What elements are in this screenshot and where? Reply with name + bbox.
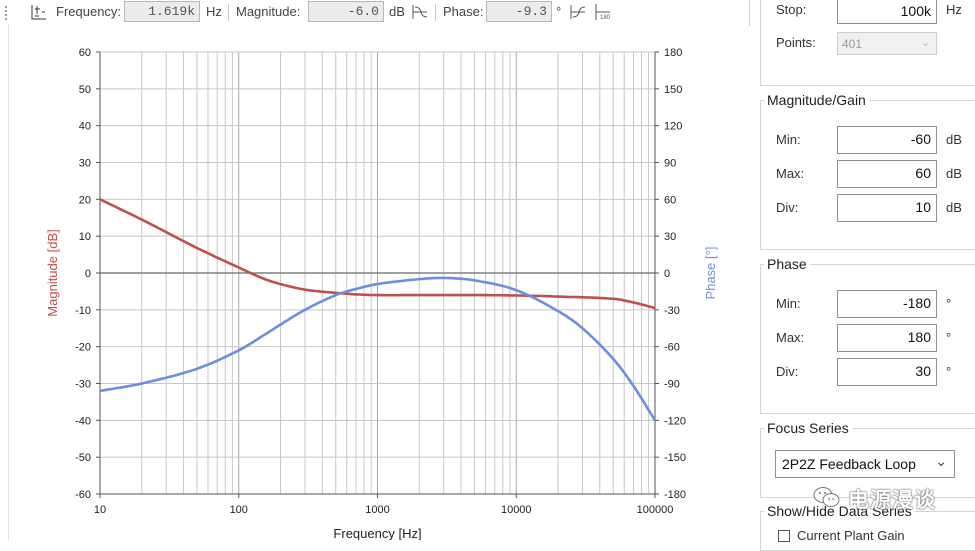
magnitude-panel-title: Magnitude/Gain bbox=[764, 92, 869, 108]
phase-panel bbox=[760, 264, 975, 414]
y2-tick-label: 60 bbox=[664, 194, 676, 206]
phase-readout: -9.3 bbox=[486, 1, 552, 22]
stop-unit: Hz bbox=[946, 2, 962, 17]
y2-tick-label: -30 bbox=[664, 305, 680, 317]
y2-axis-title: Phase [°] bbox=[703, 247, 718, 300]
x-tick-label: 10 bbox=[94, 504, 106, 516]
phase-panel-title: Phase bbox=[764, 256, 810, 272]
y2-tick-label: 90 bbox=[664, 158, 676, 170]
x-axis-title: Frequency [Hz] bbox=[333, 526, 421, 540]
x-tick-label: 1000 bbox=[365, 504, 389, 516]
frequency-readout: 1.619k bbox=[124, 1, 200, 22]
mag-max-unit: dB bbox=[946, 166, 962, 181]
bode-plot[interactable]: 6050403020100-10-20-30-40-50-60180150120… bbox=[0, 26, 750, 540]
focus-series-value: 2P2Z Feedback Loop bbox=[782, 456, 916, 472]
toolbar-panel-divider bbox=[749, 0, 750, 26]
y2-tick-label: -120 bbox=[664, 415, 686, 427]
y2-tick-label: 180 bbox=[664, 47, 682, 59]
mag-min-unit: dB bbox=[946, 132, 962, 147]
y-tick-label: -50 bbox=[75, 452, 91, 464]
y-tick-label: 30 bbox=[79, 158, 91, 170]
y-tick-label: -30 bbox=[75, 379, 91, 391]
current-plant-label: Current Plant Gain bbox=[797, 528, 905, 543]
y-tick-label: -40 bbox=[75, 415, 91, 427]
current-plant-checkbox[interactable] bbox=[778, 530, 790, 542]
y2-tick-label: 0 bbox=[664, 268, 670, 280]
stop-frequency-input[interactable]: 100k bbox=[837, 0, 937, 24]
phase-unit: ° bbox=[556, 4, 562, 19]
phase-180-icon[interactable]: 180 bbox=[594, 3, 612, 21]
showhide-panel-title: Show/Hide Data Series bbox=[764, 503, 915, 519]
chevron-down-icon: ⌄ bbox=[935, 453, 947, 469]
ph-div-label: Div: bbox=[776, 364, 799, 379]
phase-label: Phase: bbox=[443, 4, 484, 19]
frequency-unit: Hz bbox=[206, 4, 222, 19]
focus-series-select[interactable]: 2P2Z Feedback Loop ⌄ bbox=[775, 450, 955, 478]
ph-max-label: Max: bbox=[776, 330, 805, 345]
y-tick-label: -20 bbox=[75, 342, 91, 354]
magnitude-readout: -6.0 bbox=[308, 1, 384, 22]
y2-tick-label: -180 bbox=[664, 489, 686, 501]
ph-min-unit: ° bbox=[946, 296, 952, 311]
focus-panel-title: Focus Series bbox=[764, 420, 852, 436]
mag-min-input[interactable]: -60 bbox=[837, 126, 937, 154]
magnitude-series-line bbox=[99, 198, 656, 310]
y-tick-label: -60 bbox=[75, 489, 91, 501]
toolbar-divider bbox=[435, 4, 436, 21]
y-tick-label: 20 bbox=[79, 194, 91, 206]
mag-min-label: Min: bbox=[776, 132, 801, 147]
cursor-crosshair-icon[interactable] bbox=[30, 3, 48, 21]
stop-label: Stop: bbox=[776, 2, 807, 17]
phase-series-line bbox=[99, 276, 657, 422]
cursor-toolbar: Frequency: 1.619k Hz Magnitude: -6.0 dB … bbox=[0, 0, 750, 26]
y2-tick-label: 30 bbox=[664, 231, 676, 243]
y-tick-label: 10 bbox=[79, 231, 91, 243]
y2-tick-label: -60 bbox=[664, 342, 680, 354]
y2-tick-label: 150 bbox=[664, 84, 682, 96]
ph-div-input[interactable]: 30 bbox=[837, 358, 937, 386]
chevron-down-icon: ⌄ bbox=[920, 37, 930, 49]
toolbar-divider bbox=[228, 4, 229, 21]
y-tick-label: 50 bbox=[79, 84, 91, 96]
watermark-text: 电源漫谈 bbox=[848, 489, 936, 512]
y2-tick-label: -90 bbox=[664, 379, 680, 391]
y-tick-label: -10 bbox=[75, 305, 91, 317]
x-tick-label: 100000 bbox=[637, 504, 674, 516]
mag-div-label: Div: bbox=[776, 200, 799, 215]
y-axis-title: Magnitude [dB] bbox=[45, 229, 60, 316]
magnitude-label: Magnitude: bbox=[236, 4, 301, 19]
frequency-panel bbox=[760, 0, 975, 86]
mag-div-input[interactable]: 10 bbox=[837, 194, 937, 222]
x-tick-label: 100 bbox=[230, 504, 248, 516]
y2-tick-label: 120 bbox=[664, 121, 682, 133]
ph-min-input[interactable]: -180 bbox=[837, 290, 937, 318]
wechat-logo-icon bbox=[812, 484, 842, 510]
magnitude-marker-icon[interactable] bbox=[411, 3, 429, 21]
phase-marker-icon[interactable] bbox=[569, 3, 587, 21]
ph-div-unit: ° bbox=[946, 364, 952, 379]
chart-left-border bbox=[8, 24, 9, 540]
mag-max-label: Max: bbox=[776, 166, 805, 181]
points-select: 401 ⌄ bbox=[837, 32, 937, 55]
ph-min-label: Min: bbox=[776, 296, 801, 311]
mag-max-input[interactable]: 60 bbox=[837, 160, 937, 188]
drag-grip-icon[interactable] bbox=[3, 5, 9, 21]
ph-max-input[interactable]: 180 bbox=[837, 324, 937, 352]
svg-text:180: 180 bbox=[600, 15, 611, 21]
frequency-label: Frequency: bbox=[56, 4, 122, 19]
ph-max-unit: ° bbox=[946, 330, 952, 345]
magnitude-unit: dB bbox=[389, 4, 405, 19]
points-value: 401 bbox=[842, 37, 863, 51]
y-tick-label: 0 bbox=[85, 268, 91, 280]
y2-tick-label: -150 bbox=[664, 452, 686, 464]
points-label: Points: bbox=[776, 35, 816, 50]
mag-div-unit: dB bbox=[946, 200, 962, 215]
focus-panel bbox=[760, 428, 975, 498]
x-tick-label: 10000 bbox=[501, 504, 532, 516]
y-tick-label: 40 bbox=[79, 121, 91, 133]
y-tick-label: 60 bbox=[79, 47, 91, 59]
